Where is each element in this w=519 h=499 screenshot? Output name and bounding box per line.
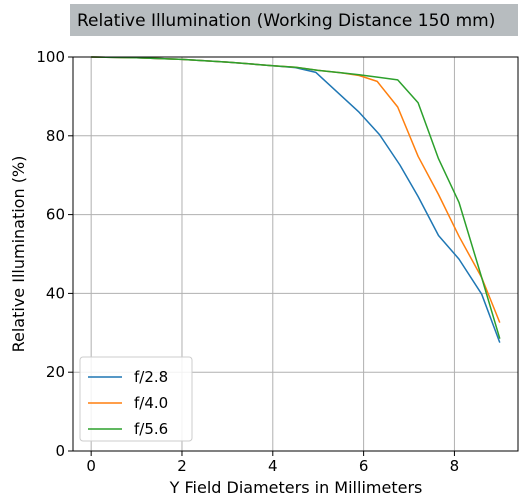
plot-frame	[72, 56, 519, 452]
x-tick-label: 4	[268, 457, 278, 475]
x-tick-label: 6	[359, 457, 369, 475]
y-tick-label: 0	[55, 442, 65, 460]
y-tick-label: 40	[46, 284, 65, 302]
legend-label: f/2.8	[134, 368, 168, 386]
y-axis-label: Relative Illumination (%)	[9, 156, 28, 353]
y-tick-label: 60	[46, 206, 65, 224]
x-tick-label: 8	[450, 457, 460, 475]
chart-title: Relative Illumination (Working Distance …	[77, 11, 495, 31]
legend-label: f/5.6	[134, 420, 168, 438]
y-tick-label: 20	[46, 363, 65, 381]
series-line-f56	[91, 56, 501, 339]
x-tick-label: 2	[177, 457, 187, 475]
x-tick-label: 0	[86, 457, 96, 475]
x-axis-label: Y Field Diameters in Millimeters	[169, 478, 423, 497]
legend-label: f/4.0	[134, 394, 168, 412]
title-background	[70, 4, 518, 36]
y-tick-label: 100	[36, 48, 65, 66]
legend-box	[79, 356, 193, 442]
y-tick-label: 80	[46, 127, 65, 145]
legend: f/2.8 f/4.0 f/5.6	[79, 356, 193, 442]
series-line-f40	[91, 56, 501, 323]
series-lines	[91, 56, 501, 343]
series-line-f28	[91, 56, 501, 343]
